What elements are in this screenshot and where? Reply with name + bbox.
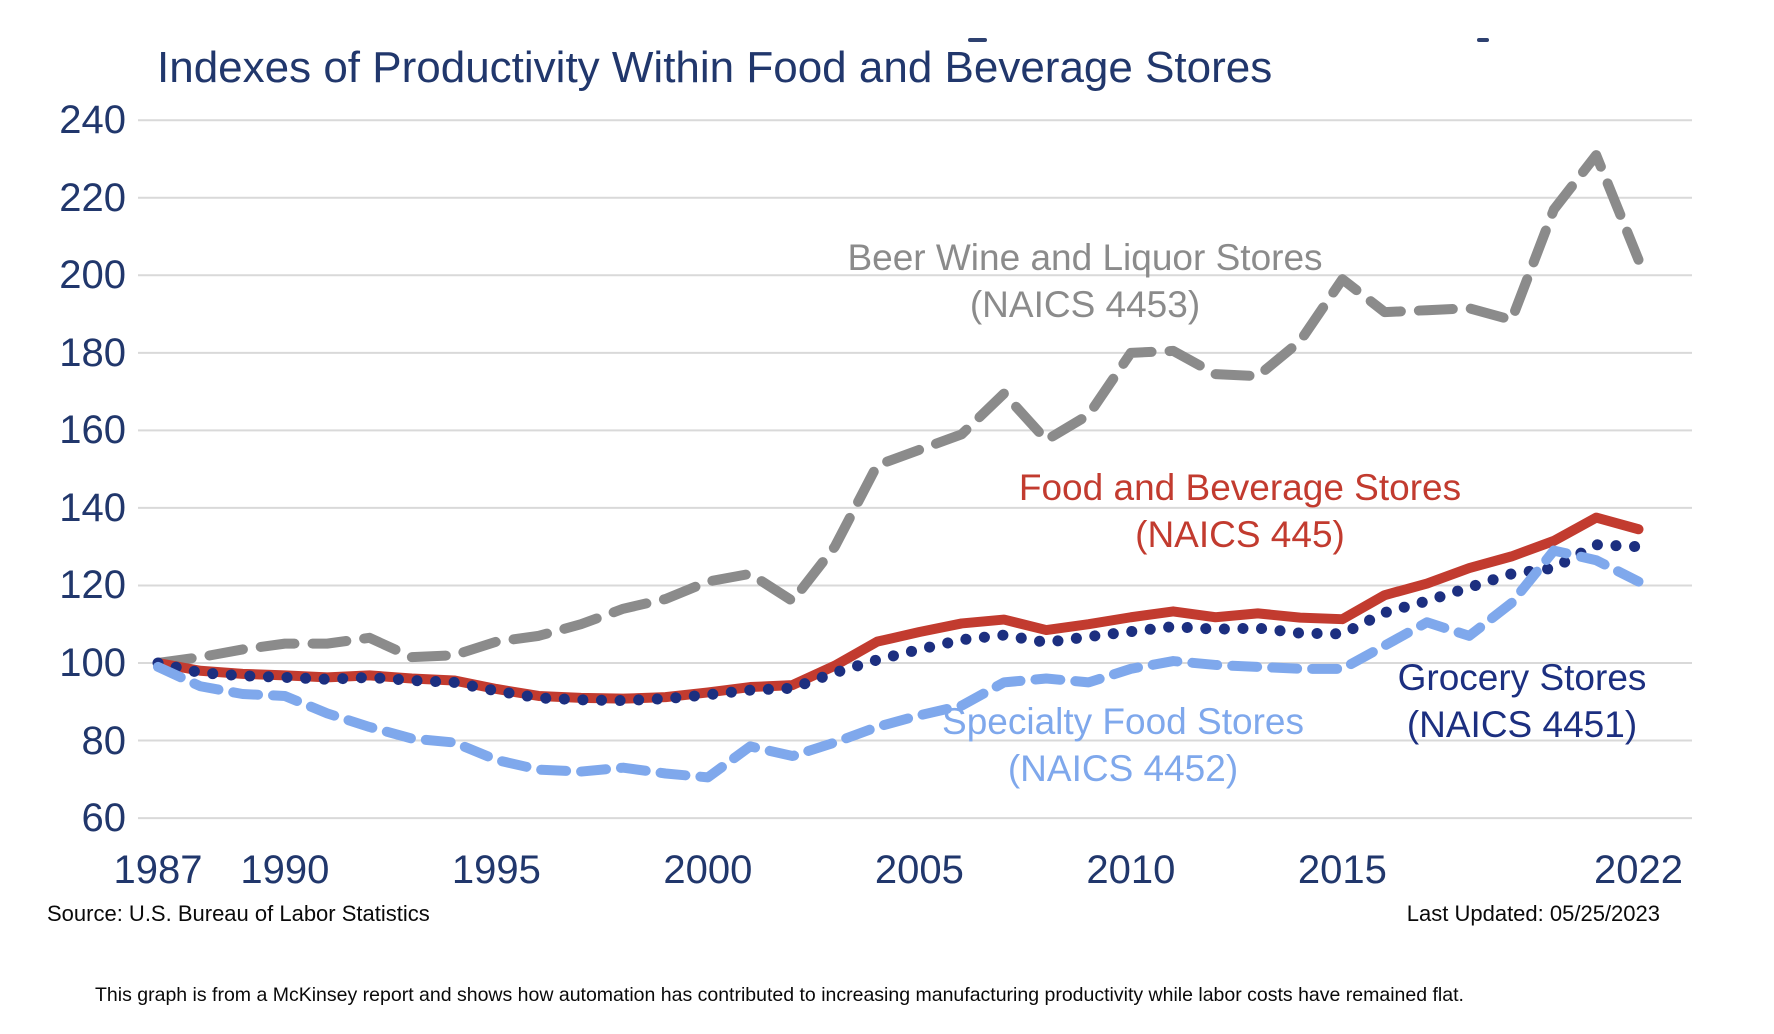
x-tick-2000: 2000 (663, 848, 753, 892)
caption-text: This graph is from a McKinsey report and… (95, 984, 1464, 1006)
x-tick-2010: 2010 (1086, 848, 1176, 892)
x-tick-2005: 2005 (874, 848, 964, 892)
last-updated-note: Last Updated: 05/25/2023 (1406, 901, 1660, 926)
x-tick-2022: 2022 (1594, 848, 1683, 892)
line-beer-wine-and-liquor-stores (153, 150, 1644, 668)
series-label-name: Specialty Food Stores (942, 701, 1304, 742)
y-tick-240: 240 (59, 98, 126, 143)
source-note: Source: U.S. Bureau of Labor Statistics (47, 901, 430, 926)
series-label-name: Beer Wine and Liquor Stores (847, 237, 1323, 278)
y-tick-220: 220 (59, 175, 126, 220)
line-grocery-stores (152, 539, 1644, 707)
x-tick-1987: 1987 (113, 848, 203, 892)
chart-title: Indexes of Productivity Within Food and … (157, 43, 1273, 92)
x-tick-1995: 1995 (451, 848, 541, 892)
series-label-specialty-food: Specialty Food Stores (NAICS 4452) (942, 698, 1304, 792)
y-tick-160: 160 (59, 408, 126, 453)
y-tick-180: 180 (59, 330, 126, 375)
series-label-food-and-beverage: Food and Beverage Stores (NAICS 445) (1019, 464, 1461, 558)
line-food-and-beverage-stores (153, 512, 1644, 704)
y-tick-60: 60 (81, 796, 127, 841)
x-tick-2015: 2015 (1297, 848, 1387, 892)
y-tick-80: 80 (81, 718, 127, 763)
series-label-naics: (NAICS 4452) (1007, 748, 1239, 789)
y-tick-120: 120 (59, 563, 126, 608)
series-label-name: Grocery Stores (1397, 657, 1647, 698)
y-tick-140: 140 (59, 485, 126, 530)
screenshot-artifact-mark (968, 38, 987, 42)
series-label-name: Food and Beverage Stores (1018, 467, 1462, 508)
series-label-naics: (NAICS 445) (1135, 514, 1345, 555)
series-label-naics: (NAICS 4451) (1406, 704, 1638, 745)
series-label-naics: (NAICS 4453) (969, 284, 1201, 325)
line-specialty-food-stores (153, 545, 1644, 783)
series-label-beer-wine-liquor: Beer Wine and Liquor Stores (NAICS 4453) (847, 234, 1322, 328)
x-tick-1990: 1990 (240, 848, 330, 892)
series-label-grocery: Grocery Stores (NAICS 4451) (1398, 654, 1647, 748)
y-tick-100: 100 (59, 641, 126, 685)
screenshot-artifact-mark (1477, 38, 1489, 42)
y-tick-200: 200 (59, 253, 126, 298)
